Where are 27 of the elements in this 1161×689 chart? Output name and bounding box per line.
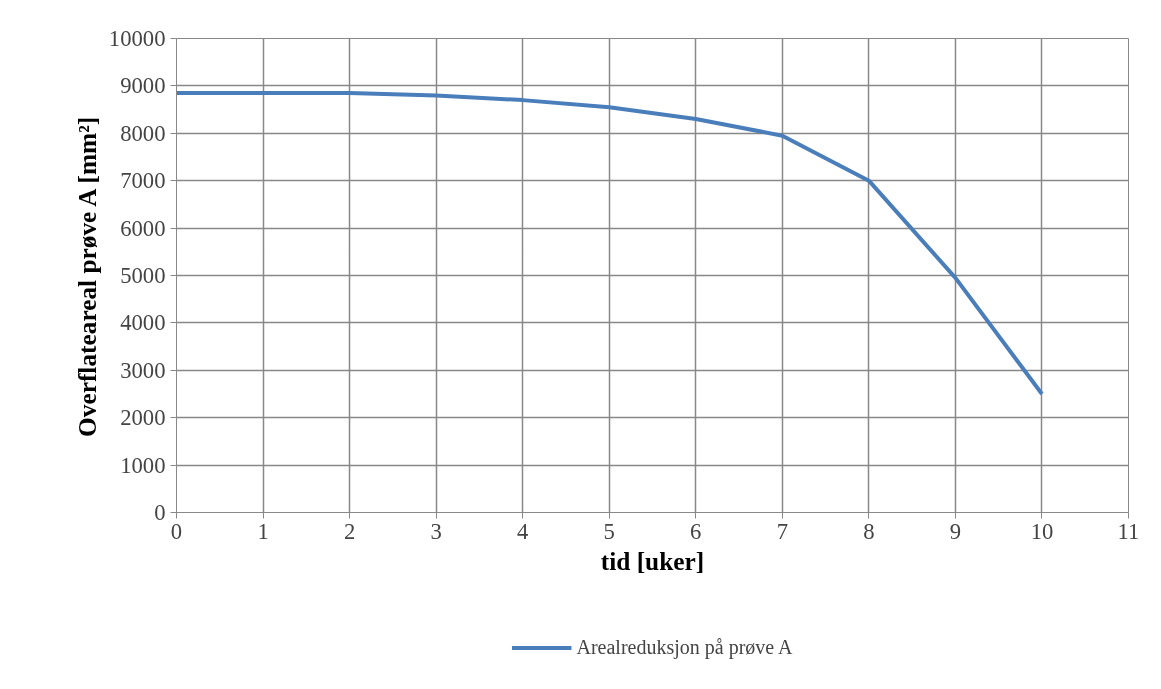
y-tick-label: 7000 xyxy=(120,168,166,194)
x-tick-label: 2 xyxy=(343,518,356,544)
x-axis-title: tid [uker] xyxy=(600,546,705,575)
x-tick-label: 3 xyxy=(430,518,442,544)
x-tick-label: 5 xyxy=(603,518,615,544)
x-tick-label: 10 xyxy=(1030,518,1054,544)
x-tick-label: 0 xyxy=(170,518,183,544)
y-tick-label: 9000 xyxy=(120,73,166,99)
x-tick-label: 9 xyxy=(949,518,962,544)
x-tick-label: 6 xyxy=(690,518,702,544)
y-axis-title: Overflateareal prøve A [mm²] xyxy=(72,116,101,437)
legend-label: Arealreduksjon på prøve A xyxy=(576,635,793,659)
y-tick-label: 2000 xyxy=(120,405,166,431)
y-tick-label: 5000 xyxy=(120,263,166,288)
y-tick-label: 1000 xyxy=(120,452,166,478)
y-tick-label: 6000 xyxy=(120,215,166,241)
y-tick-label: 0 xyxy=(154,500,166,525)
y-tick-label: 8000 xyxy=(120,120,166,146)
x-tick-label: 7 xyxy=(776,518,788,544)
x-tick-label: 11 xyxy=(1117,518,1140,544)
y-tick-label: 10000 xyxy=(108,26,166,51)
x-tick-label: 8 xyxy=(863,518,875,544)
line-series xyxy=(176,91,1044,396)
y-tick-label: 4000 xyxy=(120,310,166,336)
y-tick-label: 3000 xyxy=(120,357,166,383)
x-tick-label: 1 xyxy=(257,518,269,544)
x-tick-label: 4 xyxy=(517,518,529,544)
